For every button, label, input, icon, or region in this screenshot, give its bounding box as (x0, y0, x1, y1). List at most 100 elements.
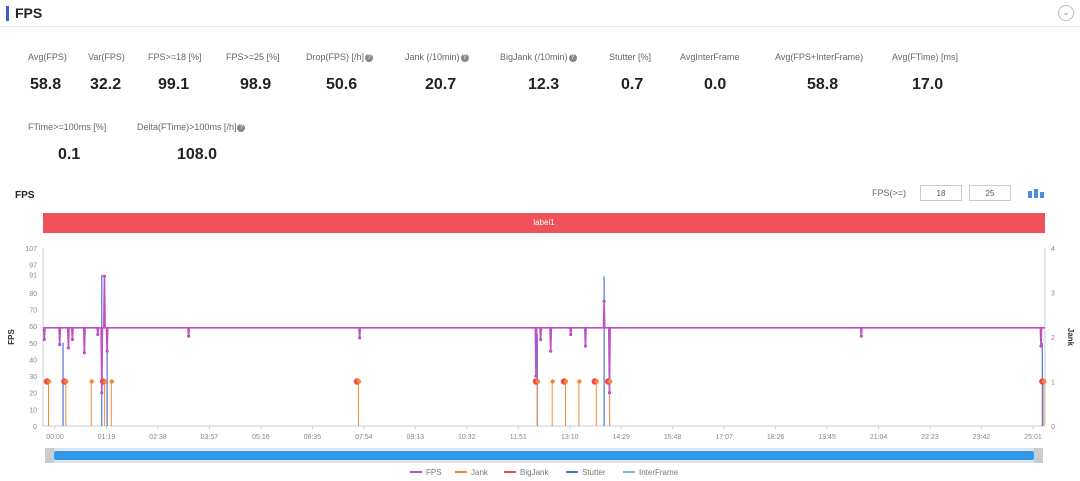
jank-marker (89, 379, 94, 384)
help-icon[interactable]: ? (237, 124, 246, 132)
x-tick-label: 21:04 (870, 434, 888, 441)
chart-type-icon[interactable] (1028, 189, 1044, 198)
fps-point (96, 332, 100, 337)
metric-10: Avg(FTime) [ms] 17.0 (892, 52, 958, 94)
x-tick-label: 10:32 (458, 434, 476, 441)
fps-point (100, 391, 104, 395)
x-tick-label: 15:48 (664, 434, 682, 441)
x-tick-label: 07:54 (355, 434, 373, 441)
help-icon[interactable]: ? (365, 54, 374, 62)
fps-point (105, 349, 109, 353)
x-tick-label: 09:13 (407, 434, 425, 441)
metric-value: 20.7 (425, 76, 457, 93)
metric-7: Stutter [%] 0.7 (609, 52, 651, 94)
jank-marker (607, 379, 613, 384)
y-tick-label: 107 (25, 246, 37, 253)
fps-point (549, 349, 553, 353)
x-tick-label: 05:16 (252, 434, 270, 441)
legend-jank[interactable]: Jank (455, 468, 488, 477)
x-tick-label: 18:26 (767, 434, 785, 441)
legend-bigjank[interactable]: BigJank (504, 468, 548, 477)
help-icon[interactable]: ? (568, 54, 577, 62)
metric-value: 0.0 (704, 76, 727, 93)
legend-interframe[interactable]: InterFrame (623, 468, 678, 477)
metric-value: 50.6 (326, 76, 358, 93)
metric-0: Avg(FPS) 58.8 (28, 52, 67, 94)
y2-tick-label: 0 (1051, 424, 1055, 431)
fps-point (70, 337, 74, 342)
metric-11: FTime>=100ms [%] 0.1 (28, 122, 106, 164)
fps-series-line (42, 276, 1045, 393)
fps-point (534, 374, 538, 378)
jank-marker (356, 379, 362, 384)
metric-label: FPS>=25 [%] (226, 52, 280, 62)
legend-stutter[interactable]: Stutter (566, 468, 606, 477)
y-axis-title: FPS (7, 329, 16, 345)
metric-9: Avg(FPS+InterFrame) 58.8 (775, 52, 863, 94)
jank-marker (550, 379, 555, 384)
metric-label: Jank (/10min) (405, 52, 460, 62)
x-tick-label: 19:45 (818, 434, 836, 441)
metric-label: Var(FPS) (88, 52, 125, 62)
threshold-18-input[interactable]: 18 (920, 185, 962, 201)
slider-right-handle[interactable] (1034, 448, 1043, 463)
fps-point (187, 334, 191, 338)
metric-label: Stutter [%] (609, 52, 652, 62)
y-tick-label: 0 (33, 424, 37, 431)
fps-point (602, 299, 606, 303)
metric-value: 108.0 (177, 146, 218, 163)
metric-12: Delta(FTime)>100ms [/h]? 108.0 (137, 122, 246, 164)
x-tick-label: 13:10 (561, 434, 579, 441)
fps-point (569, 332, 573, 337)
metric-label: Drop(FPS) [/h] (306, 52, 365, 62)
metric-value: 0.1 (58, 146, 81, 163)
jank-marker (102, 379, 108, 384)
metric-5: Jank (/10min)? 20.7 (405, 52, 469, 94)
x-tick-label: 01:19 (98, 434, 116, 441)
y-tick-label: 30 (29, 374, 37, 381)
x-tick-label: 22:23 (921, 434, 939, 441)
metric-value: 32.2 (90, 76, 122, 93)
metric-value: 17.0 (912, 76, 944, 93)
threshold-25-input[interactable]: 25 (969, 185, 1011, 201)
metric-1: Var(FPS) 32.2 (88, 52, 125, 94)
collapse-icon[interactable]: ⌄ (1058, 5, 1074, 21)
y-tick-label: 91 (29, 273, 37, 280)
x-tick-label: 17:07 (715, 434, 733, 441)
fps-point (66, 346, 70, 350)
metric-label: Avg(FPS) (28, 52, 67, 62)
slider-left-handle[interactable] (45, 448, 54, 463)
x-tick-label: 11:51 (510, 434, 527, 441)
fps-point (607, 391, 612, 395)
fps-point (42, 337, 46, 342)
y2-tick-label: 3 (1051, 291, 1055, 298)
fps-point (102, 274, 107, 278)
scene-label-bar[interactable]: label1 (43, 213, 1045, 233)
time-range-slider[interactable] (45, 448, 1043, 463)
jank-marker (535, 379, 541, 384)
metric-label: FTime>=100ms [%] (28, 122, 107, 132)
y-tick-label: 10 (29, 407, 37, 414)
metric-value: 58.8 (807, 76, 839, 93)
chart-title: FPS (15, 190, 35, 201)
slider-range-fill[interactable] (54, 451, 1034, 460)
fps-point (82, 351, 87, 355)
y-tick-label: 80 (29, 291, 37, 298)
metric-6: BigJank (/10min)? 12.3 (500, 52, 577, 94)
metric-value: 98.9 (240, 76, 272, 93)
metric-8: AvgInterFrame 0.0 (680, 52, 739, 94)
metric-label: Delta(FTime)>100ms [/h] (137, 122, 237, 132)
jank-marker (1042, 379, 1047, 384)
y-tick-label: 60 (29, 324, 37, 331)
x-tick-label: 00:00 (46, 434, 64, 441)
fps-point (1039, 344, 1043, 348)
y-tick-label: 40 (29, 357, 37, 364)
fps-point (539, 337, 543, 342)
help-icon[interactable]: ? (460, 54, 469, 62)
y-tick-label: 20 (29, 391, 37, 398)
metric-label: AvgInterFrame (680, 52, 740, 62)
legend-fps[interactable]: FPS (410, 468, 442, 477)
metric-label: BigJank (/10min) (500, 52, 568, 62)
x-tick-label: 25:01 (1024, 434, 1042, 441)
metric-3: FPS>=25 [%] 98.9 (226, 52, 280, 94)
